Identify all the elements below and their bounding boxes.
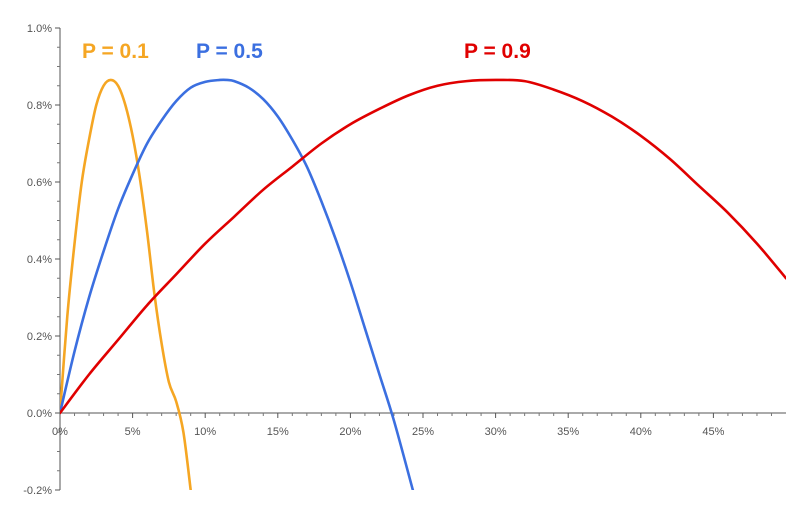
x-tick-label: 20% (339, 426, 361, 438)
y-tick-label: 0.6% (27, 177, 52, 189)
series-line-1 (60, 78, 415, 490)
legend: P = 0.1 P = 0.5 P = 0.9 (82, 40, 531, 63)
series-line-2 (60, 78, 786, 415)
y-tick-label: 0.4% (27, 254, 52, 266)
y-tick-label: 0.8% (27, 100, 52, 112)
series-label-1: P = 0.5 (196, 40, 263, 63)
x-tick-label: 10% (194, 426, 216, 438)
y-tick-label: 0.2% (27, 331, 52, 343)
x-tick-label: 45% (702, 426, 724, 438)
series-label-0: P = 0.1 (82, 40, 149, 63)
y-tick-label: 1.0% (27, 23, 52, 35)
y-tick-label: 0.0% (27, 408, 52, 420)
x-tick-label: 25% (412, 426, 434, 438)
x-tick-label: 40% (630, 426, 652, 438)
axes: -0.2% 0.0% 0.2% 0.4% 0.6% 0.8% 1.0% 0% 5% 10% 15% 2… (23, 23, 786, 497)
x-tick-label: 0% (52, 426, 68, 438)
series-line-0 (60, 78, 192, 490)
series-label-2: P = 0.9 (464, 40, 531, 63)
x-tick-label: 35% (557, 426, 579, 438)
x-tick-label: 15% (267, 426, 289, 438)
series-group (60, 78, 786, 490)
x-tick-label: 5% (125, 426, 141, 438)
x-tick-label: 30% (485, 426, 507, 438)
y-tick-label: -0.2% (23, 485, 52, 497)
